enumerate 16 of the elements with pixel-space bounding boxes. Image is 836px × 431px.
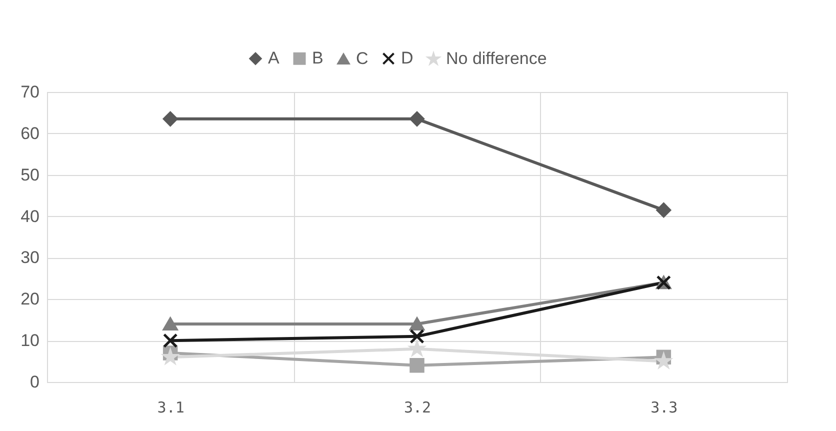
y-tick-label: 10 — [20, 331, 40, 350]
y-tick-label: 30 — [20, 248, 40, 268]
x-tick-label: 3.2 — [404, 398, 432, 416]
y-tick-label: 20 — [20, 290, 40, 309]
x-tick-label: 3.3 — [650, 398, 678, 416]
y-tick-label: 70 — [20, 82, 40, 102]
y-tick-label: 0 — [30, 372, 40, 392]
y-tick-label: 40 — [20, 206, 40, 226]
legend-label: D — [401, 48, 414, 68]
y-tick-label: 60 — [20, 124, 40, 143]
y-tick-label: 50 — [20, 165, 40, 184]
legend-label: C — [356, 48, 368, 68]
legend-label: B — [312, 48, 324, 68]
x-tick-label: 3.1 — [157, 398, 184, 416]
legend-label: No difference — [446, 49, 547, 68]
legend-label: A — [268, 48, 280, 68]
